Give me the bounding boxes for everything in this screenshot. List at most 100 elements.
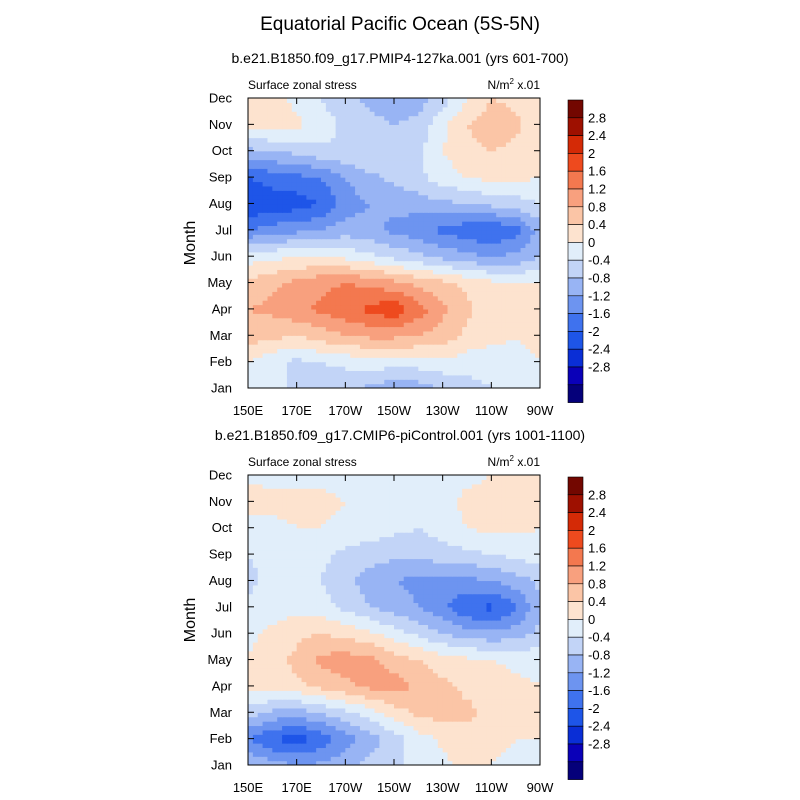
- heatmap-cell: [501, 712, 507, 718]
- heatmap-cell: [505, 361, 512, 367]
- heatmap-cell: [369, 146, 376, 152]
- heatmap-cell: [257, 721, 264, 727]
- heatmap-cell: [301, 379, 307, 385]
- heatmap-cell: [306, 234, 312, 240]
- heatmap-cell: [501, 190, 507, 196]
- heatmap-cell: [471, 155, 478, 161]
- heatmap-cell: [325, 203, 332, 209]
- heatmap-cell: [510, 300, 517, 306]
- heatmap-cell: [496, 128, 502, 134]
- heatmap-cell: [277, 339, 283, 345]
- heatmap-cell: [394, 339, 400, 345]
- heatmap-cell: [398, 124, 405, 130]
- heatmap-cell: [311, 172, 317, 178]
- heatmap-cell: [272, 273, 278, 279]
- heatmap-cell: [462, 159, 468, 165]
- heatmap-cell: [291, 155, 298, 161]
- heatmap-cell: [282, 106, 288, 112]
- heatmap-cell: [248, 379, 254, 385]
- heatmap-cell: [306, 357, 312, 363]
- heatmap-cell: [311, 247, 317, 253]
- heatmap-cell: [296, 734, 303, 740]
- heatmap-cell: [248, 128, 254, 134]
- heatmap-cell: [491, 273, 497, 279]
- heatmap-cell: [364, 756, 371, 762]
- heatmap-cell: [350, 712, 356, 718]
- heatmap-cell: [345, 379, 351, 385]
- heatmap-cell: [535, 699, 540, 705]
- heatmap-cell: [311, 146, 317, 152]
- heatmap-cell: [316, 106, 322, 112]
- heatmap-cell: [262, 163, 269, 169]
- heatmap-cell: [364, 295, 371, 301]
- heatmap-cell: [525, 760, 531, 765]
- heatmap-cell: [340, 137, 346, 143]
- heatmap-cell: [530, 295, 536, 301]
- heatmap-cell: [384, 141, 390, 147]
- heatmap-cell: [330, 282, 337, 288]
- heatmap-cell: [403, 163, 410, 169]
- heatmap-cell: [525, 751, 531, 757]
- heatmap-cell: [389, 251, 395, 257]
- heatmap-cell: [369, 216, 376, 222]
- heatmap-cell: [505, 159, 512, 165]
- heatmap-cell: [525, 264, 531, 270]
- heatmap-cell: [301, 300, 307, 306]
- heatmap-cell: [291, 734, 298, 740]
- heatmap-cell: [345, 247, 351, 253]
- heatmap-cell: [311, 300, 317, 306]
- heatmap-cell: [525, 190, 531, 196]
- heatmap-cell: [286, 370, 293, 376]
- heatmap-cell: [403, 751, 410, 757]
- heatmap-cell: [394, 374, 400, 380]
- heatmap-cell: [335, 286, 342, 292]
- heatmap-cell: [389, 234, 395, 240]
- heatmap-cell: [452, 278, 458, 284]
- heatmap-cell: [437, 344, 444, 350]
- heatmap-cell: [379, 234, 385, 240]
- heatmap-cell: [311, 743, 317, 749]
- heatmap-cell: [452, 229, 458, 235]
- heatmap-cell: [321, 760, 327, 765]
- heatmap-cell: [325, 185, 332, 191]
- heatmap-cell: [374, 330, 380, 336]
- heatmap-cell: [530, 256, 536, 262]
- heatmap-cell: [316, 278, 322, 284]
- heatmap-cell: [267, 330, 273, 336]
- heatmap-cell: [525, 150, 531, 156]
- heatmap-cell: [369, 251, 376, 257]
- heatmap-cell: [252, 344, 259, 350]
- heatmap-cell: [428, 729, 434, 735]
- heatmap-cell: [384, 703, 390, 709]
- heatmap-cell: [252, 102, 259, 108]
- heatmap-cell: [252, 278, 259, 284]
- heatmap-cell: [364, 278, 371, 284]
- heatmap-cell: [335, 194, 342, 200]
- heatmap-cell: [452, 247, 458, 253]
- heatmap-cell: [330, 229, 337, 235]
- heatmap-cell: [316, 370, 322, 376]
- heatmap-cell: [296, 725, 303, 731]
- heatmap-cell: [428, 221, 434, 227]
- heatmap-cell: [325, 137, 332, 143]
- heatmap-cell: [359, 335, 366, 341]
- heatmap-cell: [345, 168, 351, 174]
- heatmap-cell: [525, 172, 531, 178]
- heatmap-cell: [432, 352, 439, 358]
- heatmap-cell: [359, 150, 366, 156]
- heatmap-cell: [398, 146, 405, 152]
- heatmap-cell: [452, 207, 458, 213]
- heatmap-cell: [248, 335, 254, 341]
- heatmap-cell: [355, 199, 361, 205]
- heatmap-cell: [457, 216, 463, 222]
- heatmap-cell: [291, 729, 298, 735]
- heatmap-cell: [457, 247, 463, 253]
- heatmap-cell: [335, 295, 342, 301]
- heatmap-cell: [359, 181, 366, 187]
- heatmap-cell: [325, 370, 332, 376]
- heatmap-cell: [384, 181, 390, 187]
- heatmap-cell: [442, 269, 449, 275]
- heatmap-cell: [442, 247, 449, 253]
- heatmap-cell: [418, 286, 424, 292]
- heatmap-cell: [335, 361, 342, 367]
